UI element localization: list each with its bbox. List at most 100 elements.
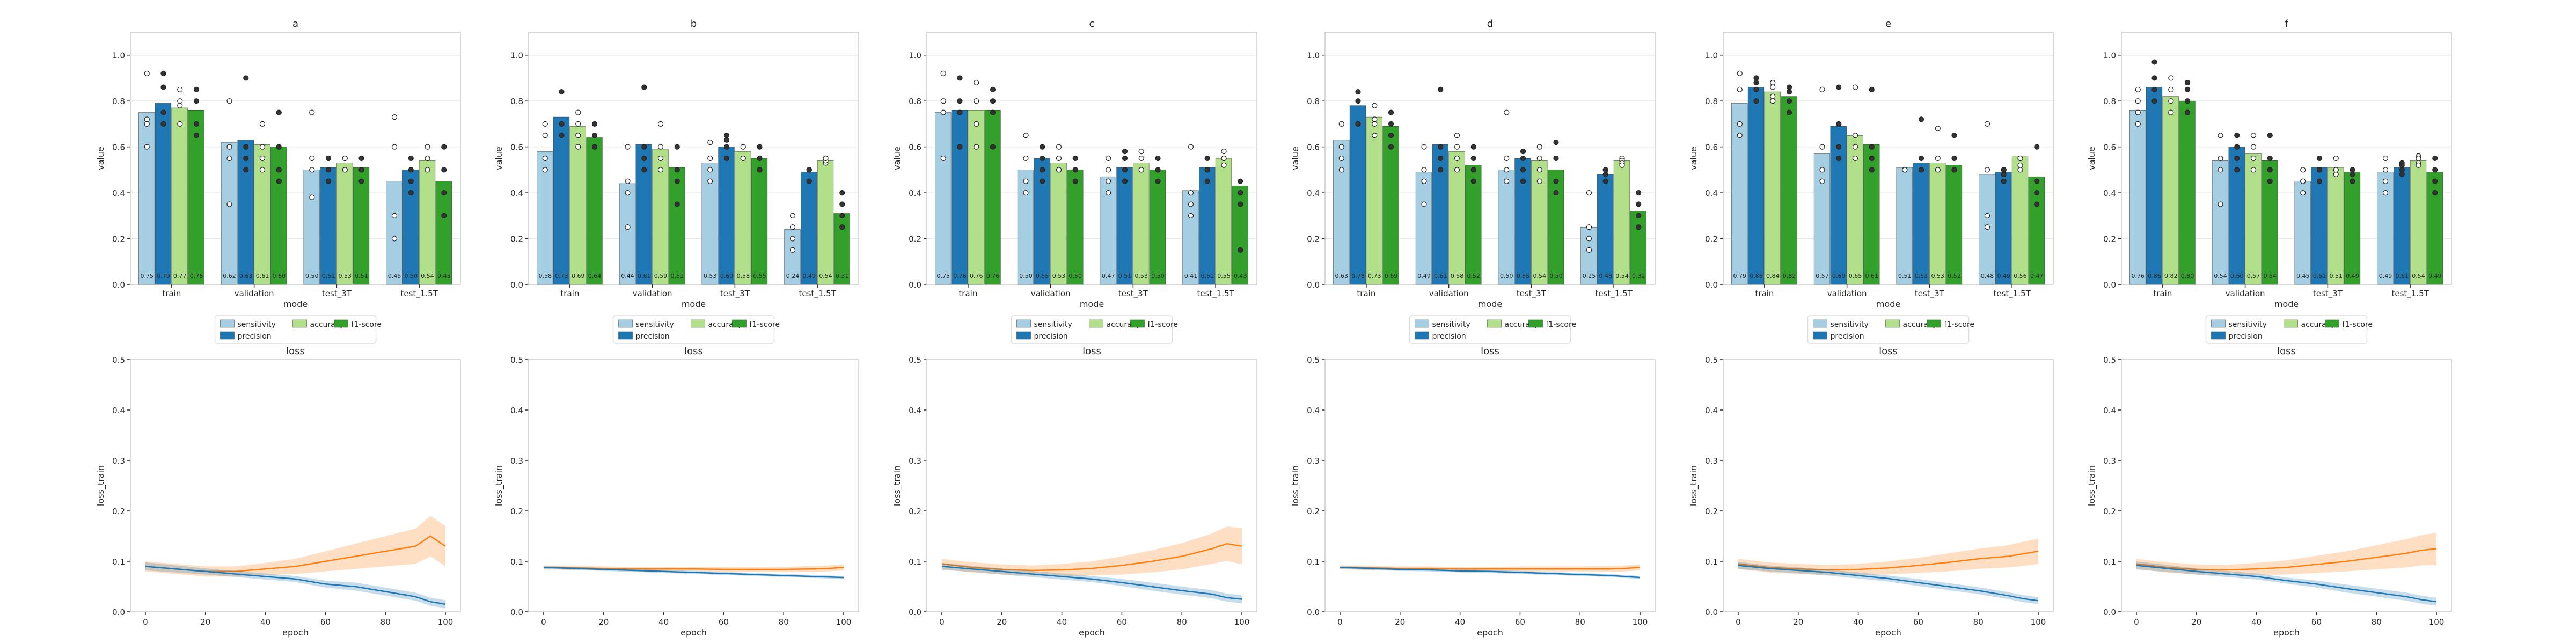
- y-tick-label: 0.6: [1307, 143, 1320, 152]
- data-point: [1372, 103, 1378, 108]
- data-point: [1388, 133, 1394, 138]
- bar-label: 0.76: [986, 273, 1000, 280]
- plot-frame: [1723, 359, 2054, 612]
- data-point: [193, 121, 200, 127]
- data-point: [2034, 144, 2040, 150]
- y-tick-label: 0.6: [510, 143, 523, 152]
- bar-label: 0.76: [190, 273, 203, 280]
- y-axis-label: value: [892, 147, 902, 170]
- panel-title: b: [691, 18, 697, 30]
- data-point: [1602, 167, 1608, 173]
- data-point: [441, 213, 447, 218]
- data-point: [1023, 189, 1029, 196]
- bar-label: 0.53: [1135, 273, 1148, 280]
- y-tick-label: 0.4: [909, 188, 921, 198]
- data-point: [2399, 162, 2405, 168]
- data-point: [1072, 167, 1078, 173]
- y-tick-label: 0.2: [510, 235, 523, 244]
- bar-label: 0.50: [405, 273, 418, 280]
- data-point: [1504, 167, 1510, 173]
- y-tick-label: 0.1: [2103, 557, 2116, 567]
- data-point: [2300, 167, 2306, 173]
- data-point: [425, 144, 430, 150]
- data-point: [1438, 167, 1444, 173]
- bar: [1232, 186, 1248, 285]
- bar: [2011, 156, 2029, 285]
- x-axis-label: epoch: [282, 627, 309, 638]
- data-point: [674, 167, 680, 173]
- data-point: [2017, 167, 2023, 173]
- data-point: [2135, 109, 2141, 115]
- x-tick-label: 80: [779, 617, 789, 627]
- bar: [1050, 163, 1067, 285]
- legend-swatch: [1089, 319, 1103, 328]
- bar-label: 0.51: [2330, 273, 2343, 280]
- data-point: [1786, 89, 1792, 95]
- bar: [2394, 167, 2410, 285]
- data-point: [1737, 70, 1743, 77]
- legend-label: precision: [238, 332, 272, 341]
- data-point: [259, 144, 266, 150]
- data-point: [1636, 189, 1642, 196]
- data-point: [2135, 121, 2141, 127]
- bar-label: 0.53: [1915, 273, 1928, 280]
- y-tick-label: 0.0: [909, 280, 921, 290]
- data-point: [2382, 167, 2389, 173]
- x-tick-label: 80: [1575, 617, 1585, 627]
- data-point: [1852, 144, 1858, 150]
- x-tick-label: 20: [2191, 617, 2201, 627]
- data-point: [2001, 171, 2007, 178]
- data-point: [2168, 109, 2174, 115]
- data-point: [757, 167, 763, 173]
- data-point: [2034, 201, 2040, 207]
- bar-label: 0.76: [2132, 273, 2145, 280]
- data-point: [1188, 213, 1194, 218]
- x-tick-label: 80: [1177, 617, 1187, 627]
- data-point: [1984, 167, 1990, 173]
- data-point: [1438, 86, 1444, 92]
- data-point: [1056, 155, 1062, 162]
- x-tick-label: 40: [2251, 617, 2262, 627]
- series-line: [1738, 565, 2039, 602]
- bar: [2212, 160, 2229, 285]
- x-tick-label: test_1.5T: [1197, 289, 1234, 299]
- bar-label: 0.60: [2230, 273, 2244, 280]
- x-tick-label: 40: [260, 617, 270, 627]
- y-axis-label: value: [494, 147, 504, 170]
- x-tick-label: test_3T: [1118, 289, 1148, 299]
- data-point: [2250, 144, 2257, 150]
- plot-frame: [1324, 359, 1656, 612]
- data-point: [625, 178, 631, 184]
- series-line: [543, 567, 844, 579]
- y-tick-label: 0.3: [2103, 456, 2116, 466]
- data-point: [325, 167, 332, 173]
- bar-label: 0.51: [1201, 273, 1214, 280]
- y-tick-label: 0.0: [1307, 608, 1320, 617]
- bar-label: 0.41: [1184, 273, 1198, 280]
- data-point: [2168, 86, 2174, 92]
- loss-panel-d: 0.0 0.1 0.2 0.3 0.4 0.5 0 20 40 60 80 100 loss loss_t…: [1290, 346, 1656, 638]
- x-tick-label: 60: [1913, 617, 1923, 627]
- x-axis-label: mode: [2274, 299, 2299, 309]
- data-point: [839, 201, 845, 207]
- y-tick-label: 0.3: [510, 456, 523, 466]
- data-point: [1984, 121, 1990, 127]
- data-point: [177, 121, 183, 127]
- data-point: [789, 247, 796, 253]
- data-point: [2350, 167, 2355, 173]
- x-tick-label: 100: [836, 617, 852, 627]
- data-point: [1869, 86, 1875, 92]
- bar-label: 0.54: [2214, 273, 2227, 280]
- panel-title: loss: [1082, 346, 1101, 357]
- confidence-band: [941, 526, 1242, 576]
- y-tick-label: 1.0: [2103, 51, 2116, 61]
- data-point: [2168, 98, 2174, 104]
- bar-label: 0.52: [1948, 273, 1961, 280]
- y-tick-label: 0.5: [2103, 355, 2116, 365]
- data-point: [957, 109, 963, 115]
- legend-swatch: [1130, 319, 1145, 328]
- legend-swatch: [2211, 319, 2226, 328]
- data-point: [657, 155, 664, 162]
